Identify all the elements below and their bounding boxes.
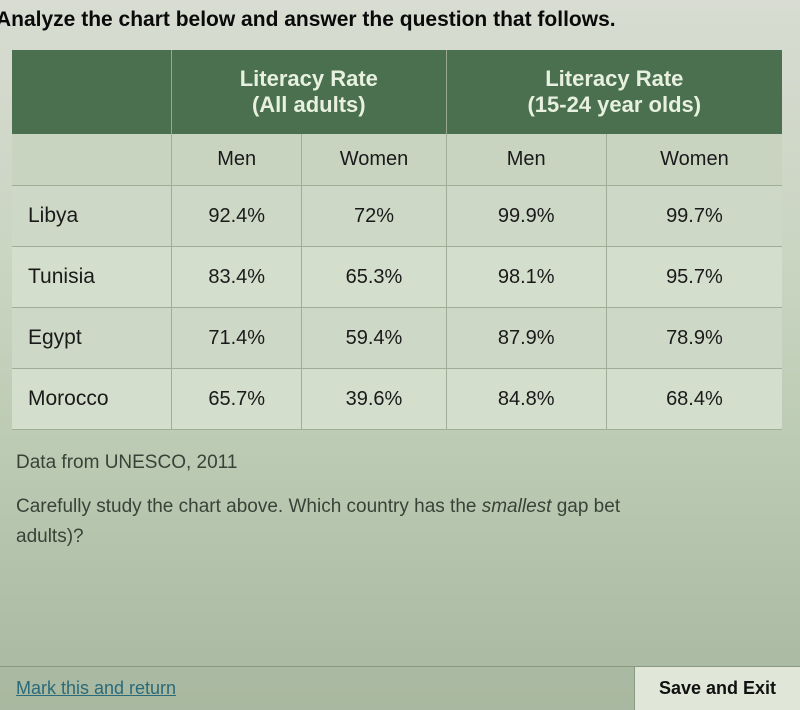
header-group-sub: (15-24 year olds) [455, 92, 774, 118]
value-cell: 98.1% [447, 247, 607, 308]
subheader-men-youth: Men [447, 134, 607, 186]
table-subheaders: Men Women Men Women [12, 134, 782, 186]
header-group-label: Literacy Rate [180, 66, 438, 92]
country-cell: Morocco [12, 369, 172, 430]
value-cell: 72% [302, 186, 446, 247]
question-em: smallest [482, 496, 552, 517]
value-cell: 59.4% [302, 308, 446, 369]
footer-bar: Mark this and return Save and Exit [0, 666, 800, 710]
value-cell: 99.7% [607, 186, 782, 247]
save-and-exit-button[interactable]: Save and Exit [634, 667, 800, 710]
country-cell: Tunisia [12, 247, 172, 308]
literacy-table: Literacy Rate (All adults) Literacy Rate… [12, 50, 782, 430]
question-post: gap bet [551, 496, 620, 517]
table-row: Egypt 71.4% 59.4% 87.9% 78.9% [12, 308, 782, 369]
table-row: Morocco 65.7% 39.6% 84.8% 68.4% [12, 369, 782, 430]
page-root: Analyze the chart below and answer the q… [0, 0, 800, 710]
value-cell: 65.3% [302, 247, 446, 308]
value-cell: 92.4% [172, 186, 302, 247]
value-cell: 65.7% [172, 369, 302, 430]
header-blank [12, 50, 172, 134]
mark-and-return-link[interactable]: Mark this and return [16, 678, 176, 699]
value-cell: 68.4% [607, 369, 782, 430]
subheader-men-all: Men [172, 134, 302, 186]
header-group-all-adults: Literacy Rate (All adults) [172, 50, 447, 134]
header-group-youth: Literacy Rate (15-24 year olds) [447, 50, 782, 134]
value-cell: 84.8% [447, 369, 607, 430]
question-pre: Carefully study the chart above. Which c… [16, 496, 482, 517]
table-row: Libya 92.4% 72% 99.9% 99.7% [12, 186, 782, 247]
table-row: Tunisia 83.4% 65.3% 98.1% 95.7% [12, 247, 782, 308]
value-cell: 78.9% [607, 308, 782, 369]
value-cell: 87.9% [447, 308, 607, 369]
data-source: Data from UNESCO, 2011 [16, 452, 800, 474]
value-cell: 95.7% [607, 247, 782, 308]
table-header-groups: Literacy Rate (All adults) Literacy Rate… [12, 50, 782, 134]
value-cell: 99.9% [447, 186, 607, 247]
subheader-blank [12, 134, 172, 186]
header-group-sub: (All adults) [180, 92, 438, 118]
instruction-text: Analyze the chart below and answer the q… [0, 0, 800, 50]
value-cell: 71.4% [172, 308, 302, 369]
subheader-women-all: Women [302, 134, 446, 186]
value-cell: 39.6% [302, 369, 446, 430]
question-line2: adults)? [16, 526, 84, 547]
question-text: Carefully study the chart above. Which c… [16, 492, 800, 553]
country-cell: Egypt [12, 308, 172, 369]
country-cell: Libya [12, 186, 172, 247]
subheader-women-youth: Women [607, 134, 782, 186]
header-group-label: Literacy Rate [455, 66, 774, 92]
value-cell: 83.4% [172, 247, 302, 308]
